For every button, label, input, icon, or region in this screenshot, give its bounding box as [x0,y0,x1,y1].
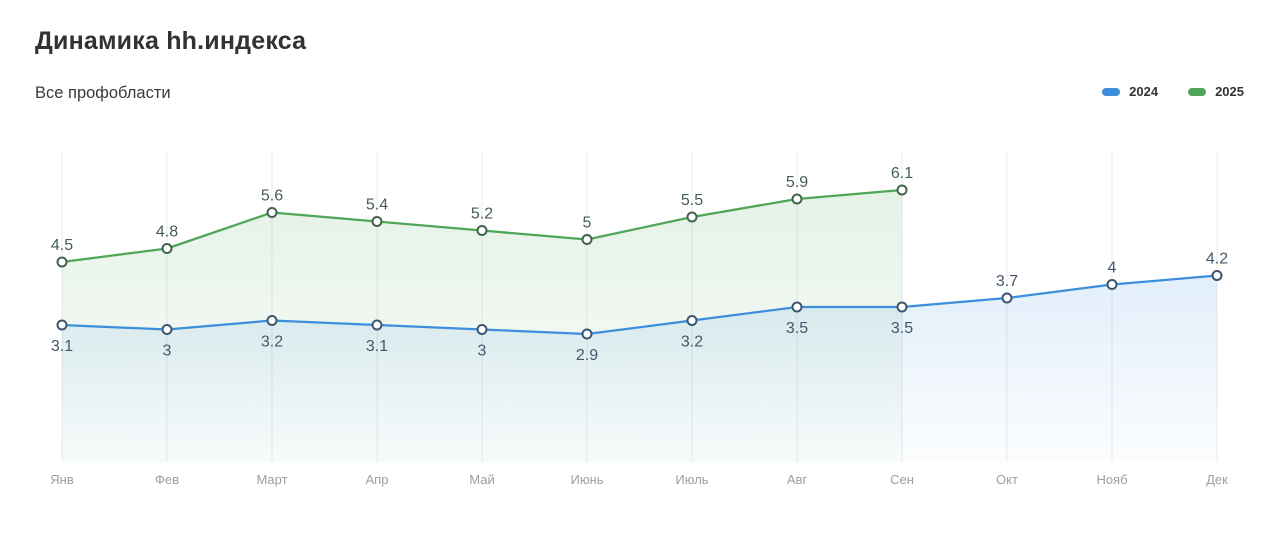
data-point-2024-Май[interactable] [476,324,488,335]
data-point-2025-Май[interactable] [476,225,488,236]
data-point-2024-Июль[interactable] [686,315,698,326]
legend-label-2024: 2024 [1129,84,1159,99]
data-point-2024-Сен[interactable] [896,301,908,313]
legend-label-2025: 2025 [1215,84,1244,99]
data-point-2025-Сен[interactable] [896,184,908,196]
x-axis-label-Апр: Апр [366,472,389,487]
x-axis-label-Фев: Фев [155,472,179,487]
value-label: 3.2 [681,334,703,351]
value-label: 3 [478,343,487,360]
x-axis-label-Май: Май [469,472,494,487]
value-label: 4 [1108,260,1117,277]
legend-swatch-2024-icon [1102,87,1121,96]
value-label: 5.4 [366,197,388,214]
data-point-2025-Авг[interactable] [791,193,803,205]
data-point-2025-Июнь[interactable] [581,234,593,245]
data-point-2024-Фев[interactable] [161,324,173,335]
data-point-2024-Окт[interactable] [1001,292,1013,304]
data-point-2024-Июнь[interactable] [581,328,593,340]
x-axis-label-Нояб: Нояб [1096,472,1127,487]
value-label: 4.2 [1206,251,1228,268]
x-axis-label-Сен: Сен [890,472,914,487]
data-point-2025-Фев[interactable] [161,243,173,254]
data-point-2024-Дек[interactable] [1211,270,1223,281]
data-point-2024-Янв[interactable] [56,319,68,331]
value-label: 5.2 [471,206,493,223]
x-axis-label-Окт: Окт [996,472,1018,487]
value-label: 3.5 [891,320,913,337]
data-point-2025-Март[interactable] [266,207,278,218]
data-point-2024-Авг[interactable] [791,301,803,313]
value-label: 5.6 [261,188,283,205]
data-point-2024-Нояб[interactable] [1106,279,1118,290]
legend-item-2024[interactable]: 2024 [1102,84,1158,99]
chart-subtitle: Все профобласти [35,84,171,102]
x-axis-label-Март: Март [256,472,287,487]
value-label: 5.9 [786,174,808,191]
value-label: 6.1 [891,165,913,182]
value-label: 3.1 [366,338,388,355]
data-point-2025-Июль[interactable] [686,211,698,223]
data-point-2025-Янв[interactable] [56,256,68,268]
series-2024-labels: 3.1 3 3.2 3.1 3 2.9 3.2 3.5 3.5 3.7 4 4.2 [51,251,1228,365]
series-2025-labels: 4.5 4.8 5.6 5.4 5.2 5 5.5 5.9 6.1 [51,165,913,254]
series-2025-markers [56,184,908,268]
x-axis-label-Авг: Авг [787,472,808,487]
x-axis-label-Янв: Янв [50,472,74,487]
value-label: 5 [583,215,592,232]
legend-swatch-2025-icon [1188,87,1207,96]
legend-item-2025[interactable]: 2025 [1188,84,1244,99]
value-label: 3.5 [786,320,808,337]
value-label: 2.9 [576,347,598,364]
value-label: 3 [163,343,172,360]
x-axis-label-Дек: Дек [1206,472,1228,487]
series-2024-area [62,275,1217,462]
series-2024-line [60,274,1219,336]
value-label: 4.5 [51,237,73,254]
value-label: 3.7 [996,273,1018,290]
x-axis-labels: Янв Фев Март Апр Май Июнь Июль Авг Сен Окт Нояб Дек [50,472,1228,487]
value-label: 3.2 [261,334,283,351]
page-title: Динамика hh.индекса [35,27,307,55]
data-point-2024-Март[interactable] [266,315,278,326]
data-point-2025-Апр[interactable] [371,216,383,227]
x-axis-label-Июль: Июль [675,472,708,487]
data-point-2024-Апр[interactable] [371,319,383,331]
value-label: 5.5 [681,192,703,209]
chart-legend: 2024 2025 [1102,84,1244,99]
series-2024-markers [56,270,1223,340]
x-axis-label-Июнь: Июнь [570,472,603,487]
value-label: 3.1 [51,338,73,355]
value-label: 4.8 [156,224,178,241]
